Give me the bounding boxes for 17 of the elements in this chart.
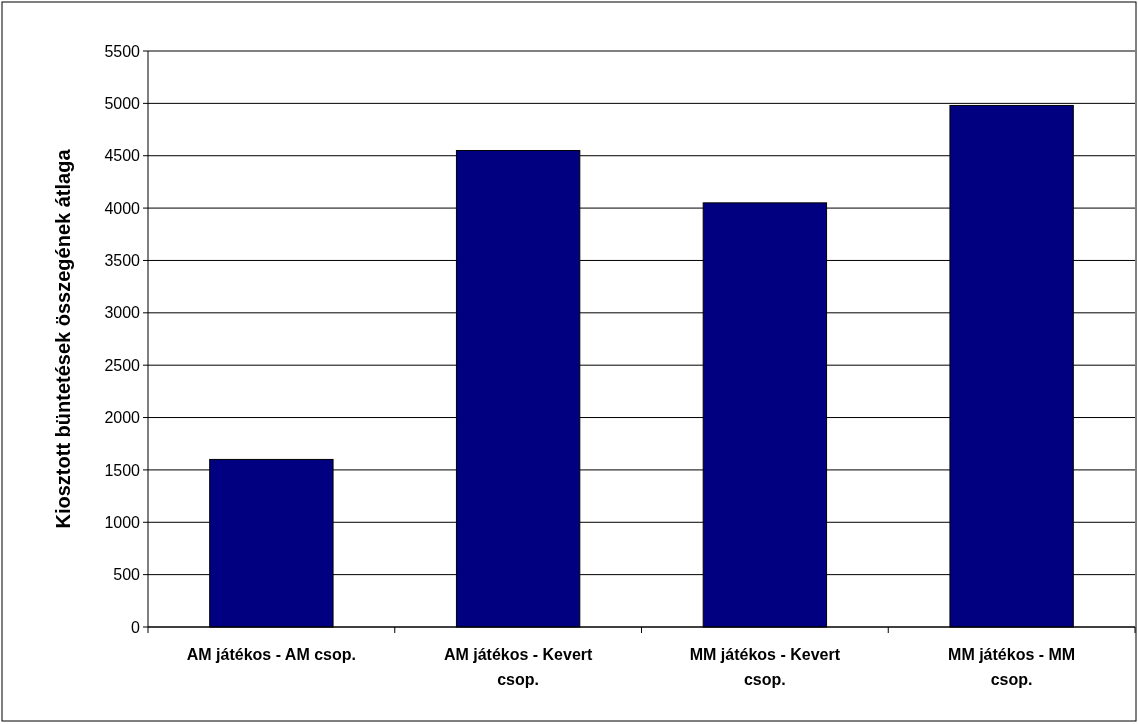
y-tick-label: 4000 [104,199,141,217]
y-tick-label: 0 [131,618,141,636]
y-tick-label: 3500 [104,252,141,270]
y-axis-title: Kiosztott büntetések összegének átlaga [52,148,74,529]
x-tick-label: AM játékos - Kevert csop. [443,646,594,688]
y-tick-label: 500 [113,566,141,584]
y-tick-label: 2000 [104,409,141,427]
x-tick-label: AM játékos - AM csop. [186,646,356,663]
x-tick-label: MM játékos - Kevert csop. [689,646,841,688]
y-tick-label: 5500 [104,42,141,60]
y-tick-label: 3000 [104,304,141,322]
y-tick-label: 1000 [104,513,141,531]
y-tick-label: 2500 [104,356,141,374]
y-tick-label: 1500 [104,461,141,479]
y-tick-label: 5000 [104,94,141,112]
y-tick-label: 4500 [104,147,141,165]
x-tick-label: MM játékos - MM csop. [948,646,1076,688]
